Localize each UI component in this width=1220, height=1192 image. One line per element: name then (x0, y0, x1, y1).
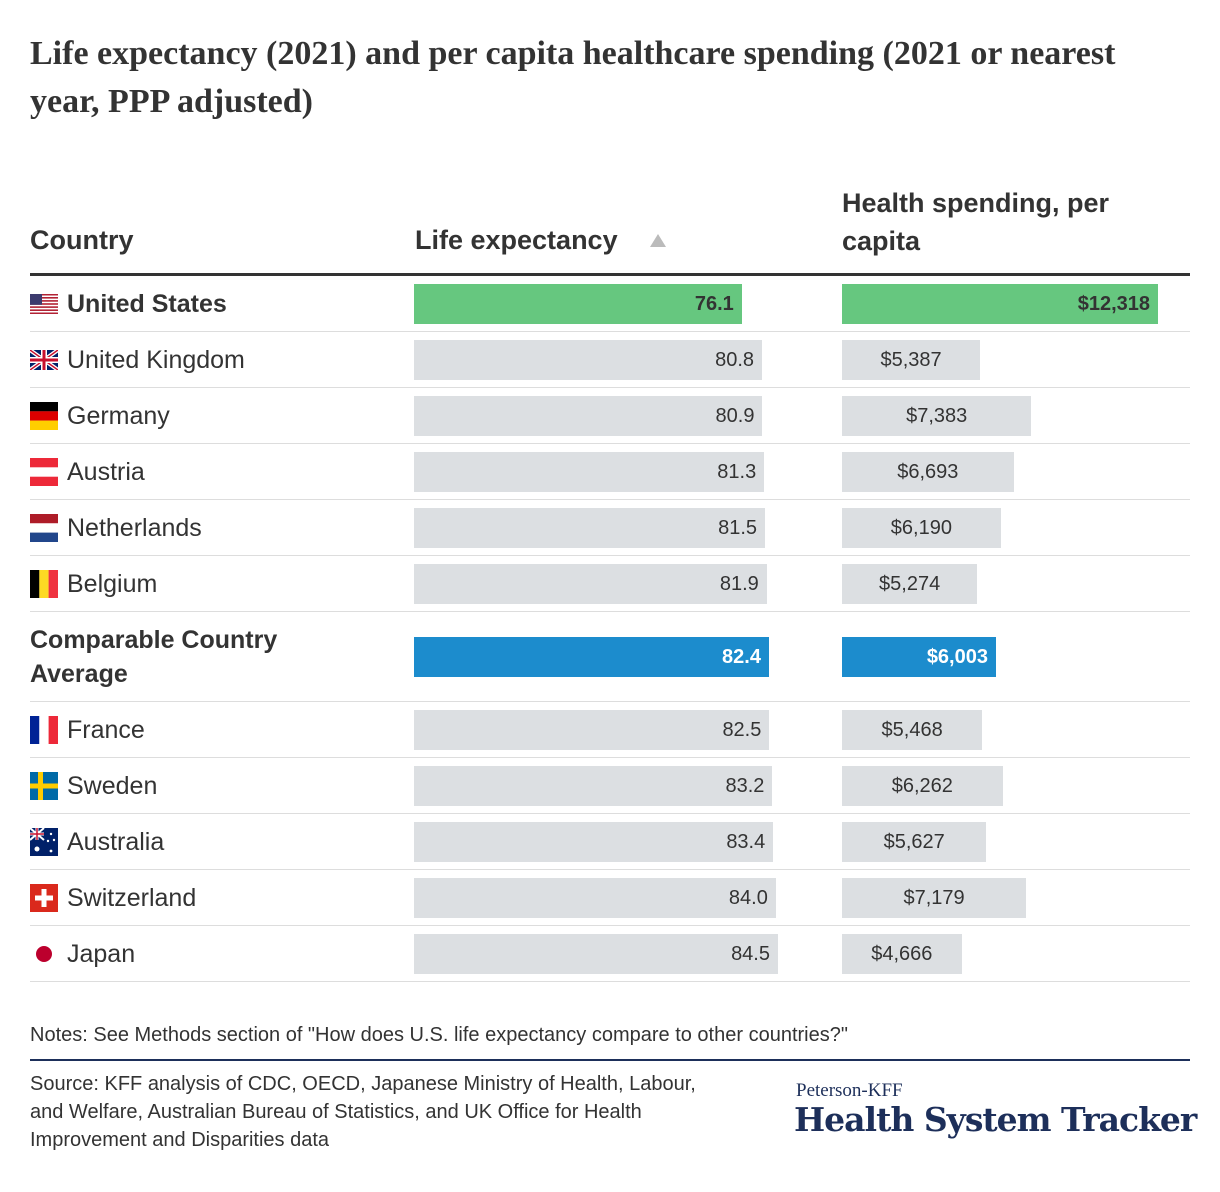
country-name: Netherlands (67, 513, 202, 542)
table-row: Austria 81.3 $6,693 (30, 444, 1190, 500)
value-label: 81.5 (718, 516, 758, 539)
table-row: Sweden 83.2 $6,262 (30, 758, 1190, 814)
flag (30, 939, 58, 968)
country-name: Belgium (67, 569, 158, 598)
value-label: $7,179 (903, 886, 965, 909)
bar: $6,190 (842, 507, 1001, 548)
country-name: Japan (67, 939, 136, 968)
country-name: Germany (67, 401, 170, 430)
country-name: United States (67, 289, 227, 318)
column-header[interactable]: Life expectancy (415, 225, 618, 255)
table-row: Switzerland 84.0 $7,179 (30, 870, 1190, 926)
table-row: United Kingdom 80.8 $5,387 (30, 332, 1190, 388)
flag (30, 293, 58, 314)
header-rule (30, 273, 1190, 276)
country-name: Sweden (67, 771, 158, 800)
country-name: United Kingdom (67, 345, 245, 374)
flag (30, 715, 58, 744)
sort-icon[interactable] (649, 232, 667, 248)
bar: 81.9 (414, 563, 767, 604)
bar: 80.8 (414, 339, 763, 380)
column-header[interactable]: Health spending, per capita (842, 188, 1110, 256)
flag (30, 457, 58, 486)
country-name: Australia (67, 827, 165, 856)
table-row: Japan 84.5 $4,666 (30, 926, 1190, 982)
bar: 81.3 (414, 451, 765, 492)
value-label: 83.2 (725, 774, 765, 797)
bar: 82.4 (414, 636, 769, 677)
value-label: 82.4 (722, 645, 761, 668)
bar: $5,274 (842, 563, 978, 604)
footer-rule (30, 1059, 1190, 1061)
table-row: Germany 80.9 $7,383 (30, 388, 1190, 444)
bar: $5,627 (842, 821, 987, 862)
value-label: $5,387 (880, 348, 942, 371)
logo-main: Health System Tracker (794, 1100, 1197, 1139)
value-label: 82.5 (722, 718, 762, 741)
table-row: France 82.5 $5,468 (30, 702, 1190, 758)
title: Life expectancy (2021) and per capita he… (30, 35, 1116, 120)
flag (30, 569, 58, 598)
bar: $12,318 (842, 283, 1158, 324)
bar: $5,387 (842, 339, 981, 380)
bar: 84.0 (414, 877, 776, 918)
value-label: 84.0 (728, 886, 768, 909)
bar: $6,262 (842, 765, 1003, 806)
value-label: $6,003 (926, 645, 988, 668)
table-row: Netherlands 81.5 $6,190 (30, 500, 1190, 556)
bar: $7,383 (842, 395, 1032, 436)
value-label: 76.1 (694, 292, 734, 315)
column-header[interactable]: Country (30, 225, 134, 255)
logo-top: Peterson-KFF (796, 1080, 903, 1101)
value-label: 80.8 (715, 348, 755, 371)
bar: $5,468 (842, 709, 983, 750)
flag (30, 771, 58, 800)
bar: 80.9 (414, 395, 763, 436)
source: Source: KFF analysis of CDC, OECD, Japan… (30, 1073, 696, 1151)
table-row: Comparable Country Average 82.4 $6,003 (30, 612, 1190, 702)
value-label: $6,262 (891, 774, 953, 797)
bar: $6,003 (842, 636, 996, 677)
country-name: Comparable Country Average (30, 625, 278, 688)
bar: $7,179 (842, 877, 1027, 918)
country-name: Switzerland (67, 883, 197, 912)
table-row: United States 76.1 $12,318 (30, 276, 1190, 332)
value-label: 80.9 (715, 404, 755, 427)
bar: $4,666 (842, 933, 962, 974)
notes: Notes: See Methods section of "How does … (30, 1024, 848, 1046)
value-label: 81.9 (719, 572, 759, 595)
table-row: Belgium 81.9 $5,274 (30, 556, 1190, 612)
table-body: United States 76.1 $12,318 United Kingdo… (0, 276, 1220, 982)
flag (30, 349, 58, 370)
value-label: 83.4 (726, 830, 766, 853)
value-label: $5,468 (881, 718, 943, 741)
value-label: $6,190 (890, 516, 952, 539)
bar: 76.1 (414, 283, 742, 324)
country-name: Austria (67, 457, 145, 486)
bar: 83.2 (414, 765, 773, 806)
bar: 83.4 (414, 821, 774, 862)
flag (30, 827, 58, 856)
flag (30, 513, 58, 542)
value-label: $12,318 (1077, 292, 1150, 315)
bar: 81.5 (414, 507, 766, 548)
bar: 84.5 (414, 933, 778, 974)
value-label: $5,274 (879, 572, 941, 595)
value-label: $6,693 (897, 460, 959, 483)
country-name: France (67, 715, 145, 744)
flag (30, 883, 58, 912)
value-label: 81.3 (717, 460, 757, 483)
value-label: $5,627 (883, 830, 945, 853)
value-label: $4,666 (871, 942, 933, 965)
value-label: 84.5 (731, 942, 770, 965)
value-label: $7,383 (906, 404, 968, 427)
table-row: Australia 83.4 $5,627 (30, 814, 1190, 870)
bar: 82.5 (414, 709, 770, 750)
bar: $6,693 (842, 451, 1014, 492)
flag (30, 401, 58, 430)
